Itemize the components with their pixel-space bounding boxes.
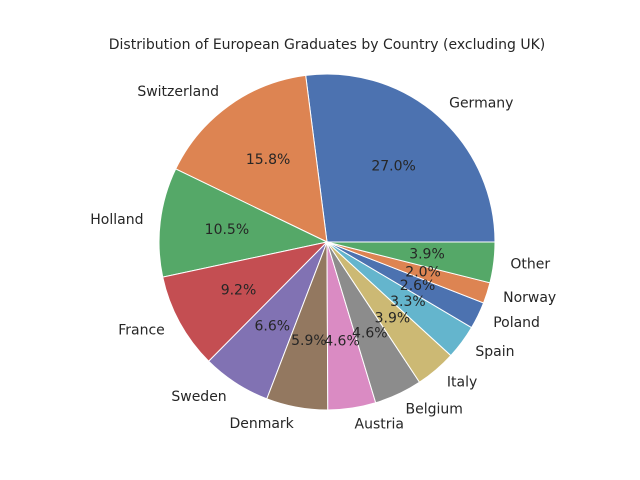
pie-percent-holland: 10.5% xyxy=(205,222,249,238)
pie-label-holland: Holland xyxy=(90,212,143,228)
pie-percent-other: 3.9% xyxy=(409,246,445,262)
pie-labels: Germany Switzerland Holland France SwedenDen… xyxy=(90,84,556,433)
pie-percent-france: 9.2% xyxy=(221,282,257,298)
pie-label-france: France xyxy=(118,323,165,339)
pie-label-spain: Spain xyxy=(475,344,514,360)
pie-label-austria: Austria xyxy=(355,417,404,433)
pie-label-sweden: Sweden xyxy=(171,389,226,405)
pie-slice-other xyxy=(326,241,496,284)
pie-label-other: Other xyxy=(510,257,550,273)
pie-percent-germany: 27.0% xyxy=(371,158,415,174)
chart-title: Distribution of European Graduates by Co… xyxy=(109,37,545,53)
pie-label-germany: Germany xyxy=(449,95,513,111)
pie-percent-italy: 3.9% xyxy=(375,311,411,327)
pie-slice-switzerland xyxy=(175,74,328,243)
pie-slices xyxy=(158,73,496,411)
pie-label-norway: Norway xyxy=(503,290,556,306)
pie-percent-belgium: 4.6% xyxy=(352,325,388,341)
pie-percent-austria: 4.6% xyxy=(324,334,360,350)
pie-percent-norway: 2.0% xyxy=(405,265,441,281)
pie-percent-denmark: 5.9% xyxy=(291,333,327,349)
pie-label-belgium: Belgium xyxy=(406,401,463,417)
pie-percent-switzerland: 15.8% xyxy=(246,152,290,168)
pie-label-switzerland: Switzerland xyxy=(137,84,219,100)
pie-label-denmark: Denmark xyxy=(229,416,294,432)
pie-slice-france xyxy=(162,241,329,362)
pie-label-italy: Italy xyxy=(447,375,477,391)
pie-percent-labels: 27.0%15.8%10.5%9.2%6.6%5.9%4.6%4.6%3.9%3… xyxy=(205,152,445,350)
pie-slice-holland xyxy=(158,168,329,278)
pie-label-poland: Poland xyxy=(493,315,540,331)
pie-percent-sweden: 6.6% xyxy=(255,319,291,335)
pie-slice-germany xyxy=(305,73,496,243)
pie-percent-spain: 3.3% xyxy=(390,294,426,310)
pie-percent-poland: 2.6% xyxy=(400,278,436,294)
